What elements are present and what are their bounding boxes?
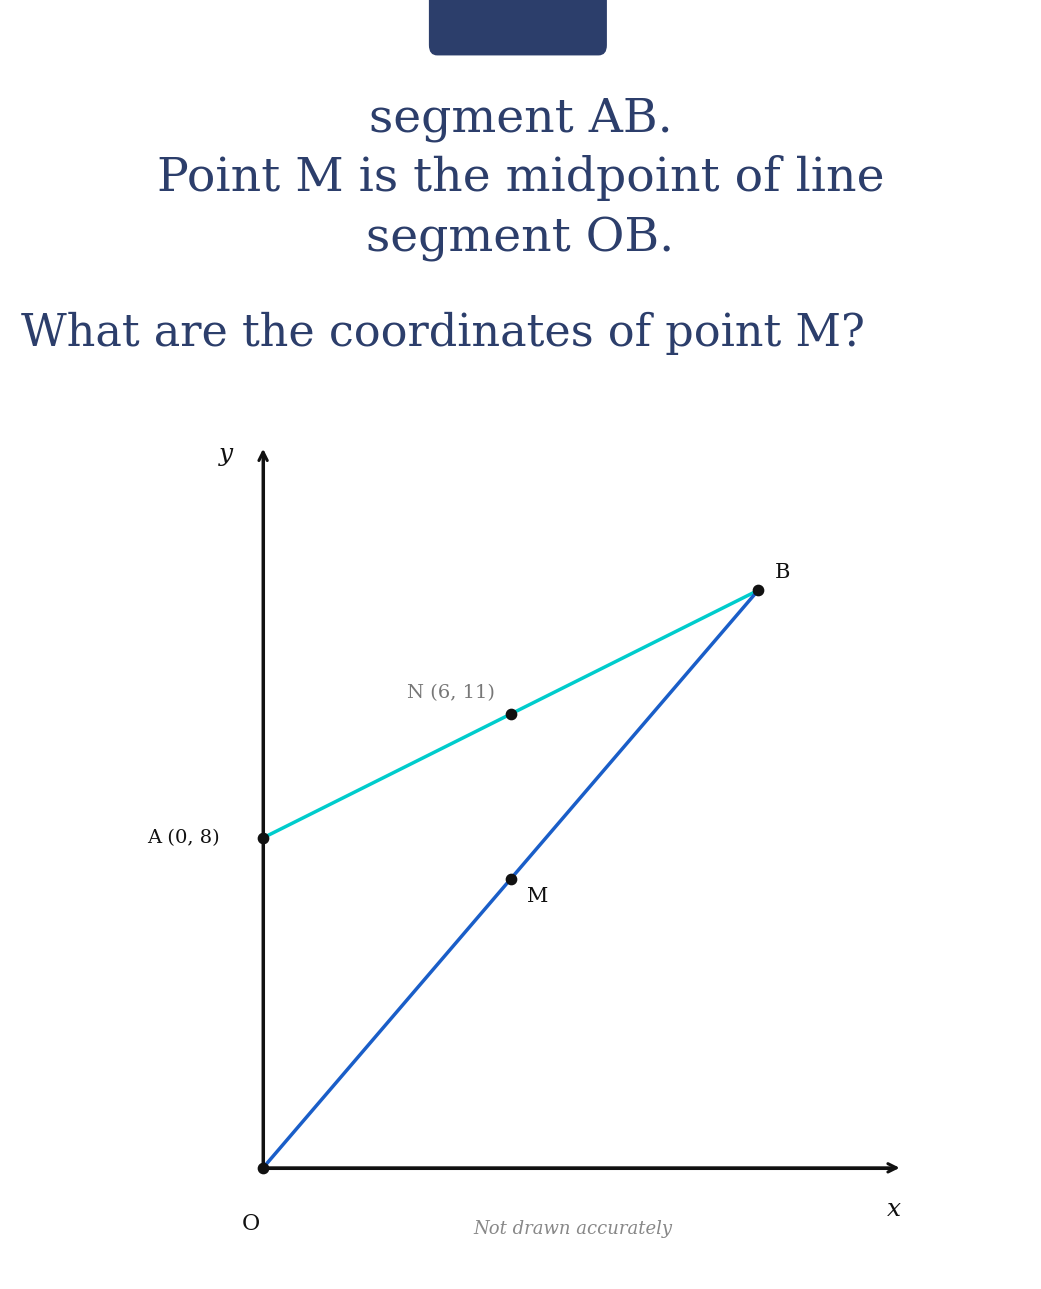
Text: Point M is the midpoint of line: Point M is the midpoint of line [157, 155, 884, 201]
Text: segment OB.: segment OB. [366, 217, 675, 262]
Text: N (6, 11): N (6, 11) [407, 683, 496, 701]
Point [502, 869, 518, 889]
Text: B: B [775, 563, 790, 583]
Text: y: y [219, 442, 233, 465]
Point [750, 580, 766, 601]
Text: Not drawn accurately: Not drawn accurately [473, 1219, 671, 1237]
Text: x: x [887, 1197, 902, 1221]
Text: A (0, 8): A (0, 8) [148, 829, 221, 847]
Text: What are the coordinates of point M?: What are the coordinates of point M? [21, 312, 865, 354]
Text: O: O [242, 1213, 260, 1235]
Point [255, 1158, 272, 1178]
Point [255, 828, 272, 848]
Point [502, 704, 518, 724]
Text: segment AB.: segment AB. [369, 97, 672, 142]
Text: M: M [527, 887, 549, 906]
